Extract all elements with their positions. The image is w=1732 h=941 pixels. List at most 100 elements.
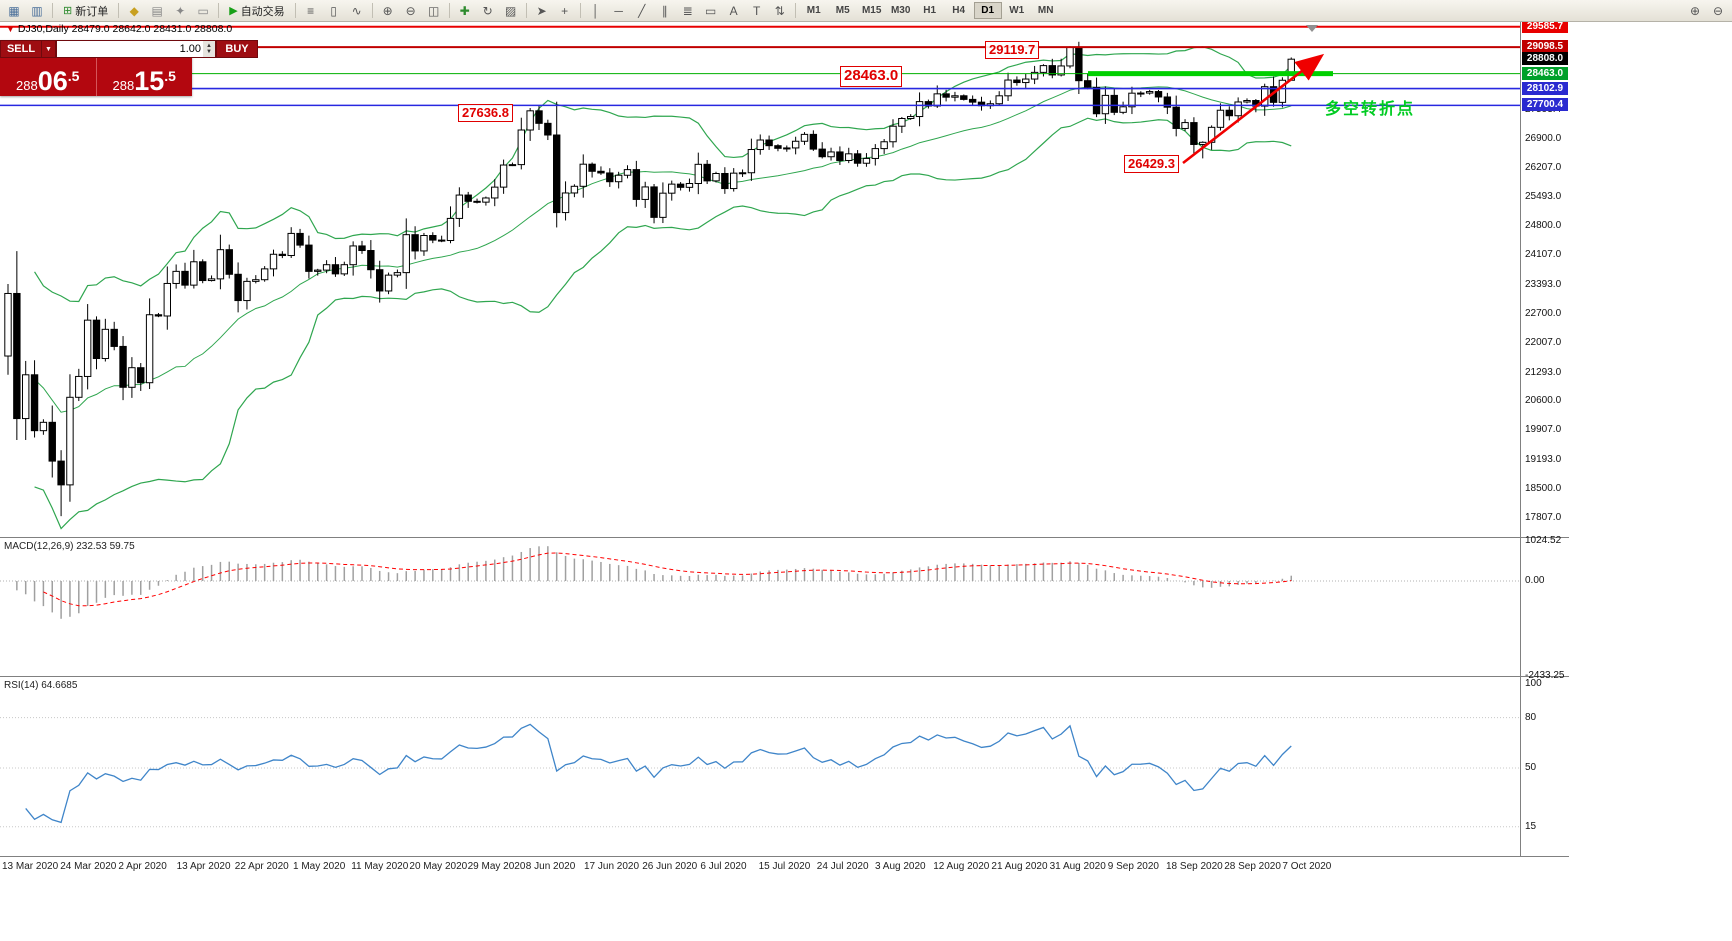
sell-price[interactable]: 288 06.5 — [0, 58, 97, 96]
date-label: 17 Jun 2020 — [584, 861, 640, 872]
date-label: 7 Oct 2020 — [1282, 861, 1332, 872]
date-label: 29 May 2020 — [467, 861, 526, 872]
profiles-icon[interactable]: ▥ — [31, 3, 43, 18]
chart-canvas[interactable] — [0, 0, 1569, 890]
chart-title-text: DJ30,Daily 28479.0 28642.0 28431.0 28808… — [17, 23, 233, 35]
tile-windows-icon[interactable]: ◫ — [428, 3, 440, 18]
toolbar-separator — [294, 3, 296, 18]
channel-icon[interactable]: ∥ — [661, 3, 668, 18]
rsi-axis-label: 50 — [1525, 762, 1537, 773]
new-chart-icon[interactable]: ▦ — [8, 3, 20, 18]
hline-icon[interactable]: ─ — [614, 3, 623, 18]
price-axis-label: 22007.0 — [1525, 336, 1562, 348]
date-label: 21 Aug 2020 — [991, 861, 1048, 872]
timeframe-m5[interactable]: M5 — [835, 5, 850, 16]
shapes-icon[interactable]: ▭ — [705, 3, 717, 18]
timeframe-m15[interactable]: M15 — [861, 5, 882, 16]
timeframe-h1[interactable]: H1 — [923, 5, 937, 16]
timeframe-w1[interactable]: W1 — [1009, 5, 1025, 16]
buy-button[interactable]: BUY — [216, 40, 258, 58]
terminal-icon[interactable]: ▭ — [197, 3, 209, 18]
autotrading-button[interactable]: ▶ 自动交易 — [223, 2, 290, 20]
toolbar: ▦ ▥ ⊞ 新订单 ◆ ▤ ✦ ▭ ▶ 自动交易 ≡ ▯ ∿ ⊕ ⊖ ◫ ✚ ↻ ▨ ➤ + │ ─ ╱ ∥ ≣ ▭ A T ⇅ M1 M5 M… — [0, 0, 1732, 22]
zoom-out-icon[interactable]: ⊖ — [405, 3, 416, 18]
fibonacci-icon[interactable]: ≣ — [682, 3, 693, 18]
date-label: 3 Aug 2020 — [875, 861, 926, 872]
trend-arrow — [1182, 53, 1325, 165]
date-label: 6 Jul 2020 — [700, 861, 747, 872]
timeframe-d1[interactable]: D1 — [973, 2, 1002, 19]
crosshair-icon[interactable]: + — [561, 3, 569, 18]
timeframe-h4[interactable]: H4 — [952, 5, 966, 16]
volume-input[interactable] — [57, 41, 203, 57]
date-label: 18 Sep 2020 — [1166, 861, 1223, 872]
templates-icon[interactable]: ▨ — [505, 3, 517, 18]
macd-axis-label: 1024.52 — [1525, 535, 1562, 546]
toolbar-separator — [52, 3, 53, 18]
arrows-icon[interactable]: ⇅ — [774, 3, 785, 18]
turning-point-label[interactable]: 多空转折点 — [1325, 101, 1416, 118]
macd-layer — [0, 546, 1519, 619]
rsi-axis-label: 15 — [1525, 820, 1537, 832]
price-annotation[interactable]: 28463.0 — [840, 66, 903, 87]
date-label: 13 Mar 2020 — [2, 861, 59, 872]
price-annotation[interactable]: 29119.7 — [985, 41, 1040, 60]
date-label: 11 May 2020 — [351, 861, 409, 872]
macd-axis-label: -2433.25 — [1525, 670, 1565, 681]
toolbar-separator — [525, 3, 527, 18]
text-icon[interactable]: A — [729, 3, 738, 18]
price-badge: 27700.4 — [1522, 98, 1568, 112]
price-annotation[interactable]: 27636.8 — [458, 104, 513, 123]
vline-icon[interactable]: │ — [591, 3, 600, 18]
date-label: 20 May 2020 — [409, 861, 468, 872]
zoom-in-icon[interactable]: ⊕ — [382, 3, 393, 18]
chart-shift-marker — [1306, 25, 1318, 32]
price-badge: 28102.9 — [1522, 81, 1568, 95]
cycles-icon[interactable]: ↻ — [482, 3, 493, 18]
rsi-axis-label: 80 — [1525, 711, 1537, 723]
price-axis-label: 18500.0 — [1525, 483, 1562, 495]
bars-icon[interactable]: ≡ — [307, 3, 315, 18]
price-badge: 28808.0 — [1522, 52, 1568, 66]
price-axis-label: 17807.0 — [1525, 511, 1562, 523]
line-chart-icon[interactable]: ∿ — [351, 3, 362, 18]
toolbar-separator — [579, 3, 581, 18]
sell-button[interactable]: SELL — [0, 40, 42, 58]
buy-price[interactable]: 288 15.5 — [96, 58, 192, 96]
timeframe-m30[interactable]: M30 — [890, 5, 911, 16]
price-axis-label: 26207.0 — [1525, 161, 1562, 173]
date-label: 8 Jun 2020 — [525, 861, 576, 872]
order-type-dropdown[interactable]: ▼ — [42, 40, 56, 58]
macd-axis-label: 0.00 — [1525, 574, 1545, 586]
timeframe-m1[interactable]: M1 — [806, 5, 821, 16]
new-order-button[interactable]: ⊞ 新订单 — [57, 2, 114, 20]
price-axis-label: 20600.0 — [1525, 395, 1562, 407]
magnifier-minus-icon[interactable]: ⊖ — [1712, 3, 1724, 18]
timeframe-mn[interactable]: MN — [1037, 5, 1054, 16]
date-label: 2 Apr 2020 — [118, 861, 167, 872]
date-label: 13 Apr 2020 — [176, 861, 231, 872]
magnifier-plus-icon[interactable]: ⊕ — [1689, 3, 1701, 18]
trendline-icon[interactable]: ╱ — [638, 3, 646, 18]
toolbar-separator — [118, 3, 120, 18]
candles-icon[interactable]: ▯ — [330, 3, 337, 18]
navigator-icon[interactable]: ✦ — [175, 3, 186, 18]
price-axis-label: 26900.0 — [1525, 132, 1562, 144]
price-badge: 29098.5 — [1522, 40, 1568, 54]
volume-spinner[interactable]: ▲ ▼ — [203, 41, 215, 57]
candles-layer — [4, 41, 1295, 517]
date-label: 15 Jul 2020 — [758, 861, 811, 872]
one-click-marker-icon[interactable]: ▼ — [6, 24, 15, 34]
price-axis-label: 21293.0 — [1525, 366, 1562, 378]
date-label: 24 Jul 2020 — [816, 861, 869, 872]
toolbar-separator — [794, 3, 796, 18]
cursor-icon[interactable]: ➤ — [536, 3, 547, 18]
label-icon[interactable]: T — [753, 3, 761, 18]
rsi-axis-label: 100 — [1525, 678, 1542, 689]
data-window-icon[interactable]: ▤ — [151, 3, 163, 18]
indicators-icon[interactable]: ✚ — [459, 3, 470, 18]
price-axis-label: 23393.0 — [1525, 279, 1562, 290]
price-annotation[interactable]: 26429.3 — [1124, 155, 1179, 174]
price-badge: 28463.0 — [1522, 66, 1568, 80]
market-watch-icon[interactable]: ◆ — [129, 3, 139, 18]
